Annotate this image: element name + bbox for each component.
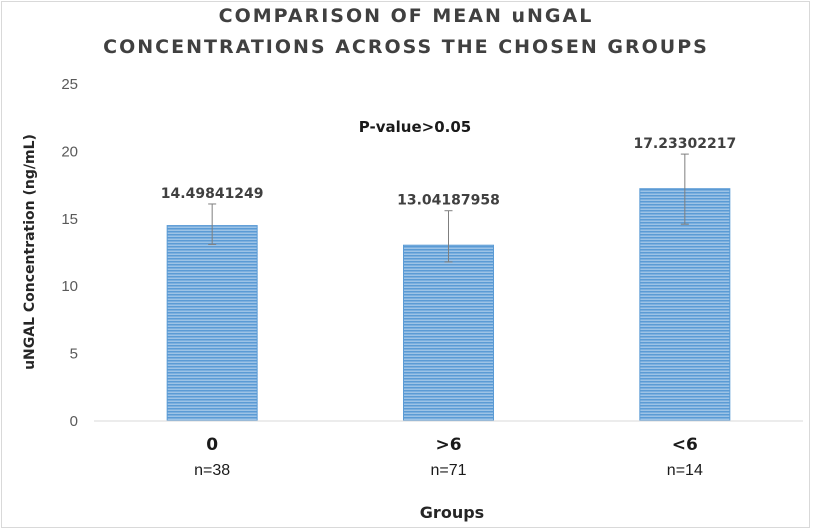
- data-labels: 14.49841249 13.04187958 17.23302217: [161, 136, 736, 209]
- y-tick-label: 25: [61, 76, 78, 93]
- data-label: 13.04187958: [397, 193, 500, 209]
- error-bar: [680, 153, 689, 225]
- y-tick-label: 20: [61, 143, 78, 160]
- x-axis-categories: 0 n=38 >6 n=71 <6 n=14: [194, 435, 703, 479]
- error-bars: [208, 153, 689, 263]
- y-tick-label: 15: [61, 211, 78, 228]
- chart-title-line-1: COMPARISON OF MEAN uNGAL: [219, 5, 594, 27]
- sample-size-label: n=38: [194, 462, 230, 479]
- data-label: 14.49841249: [161, 186, 264, 202]
- sample-size-label: n=14: [667, 462, 703, 479]
- y-axis-ticks: 0 5 10 15 20 25: [61, 76, 78, 430]
- error-bar: [444, 210, 453, 263]
- y-tick-label: 10: [61, 278, 78, 295]
- x-category-label: <6: [672, 435, 698, 455]
- bar: [639, 188, 731, 422]
- p-value-annotation: P-value>0.05: [359, 118, 471, 136]
- data-label: 17.23302217: [633, 136, 736, 152]
- y-tick-label: 5: [70, 346, 78, 363]
- chart-title-line-2: CONCENTRATIONS ACROSS THE CHOSEN GROUPS: [103, 36, 709, 58]
- y-tick-label: 0: [70, 413, 78, 430]
- x-axis-label: Groups: [420, 503, 484, 522]
- error-bar: [208, 203, 217, 245]
- sample-size-label: n=71: [430, 462, 466, 479]
- bar: [166, 225, 258, 422]
- x-category-label: >6: [435, 435, 461, 455]
- x-category-label: 0: [206, 435, 218, 455]
- bar: [403, 244, 494, 422]
- y-axis-label: uNGAL Concentration (ng/mL): [22, 134, 38, 370]
